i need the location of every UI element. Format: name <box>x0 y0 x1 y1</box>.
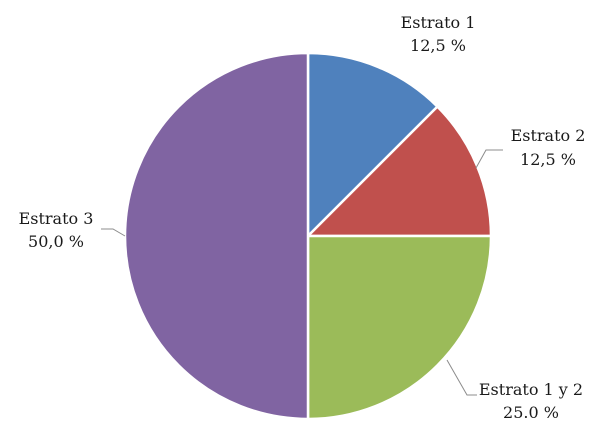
pie-slices <box>123 51 493 421</box>
slice-label-estrato-1-y-2-name: Estrato 1 y 2 <box>479 380 583 399</box>
leader-line-estrato-2 <box>475 149 503 169</box>
slice-label-estrato-1-y-2-value: 25.0 % <box>503 403 559 422</box>
slice-label-estrato-2-value: 12,5 % <box>520 150 576 169</box>
slice-label-estrato-1-value: 12,5 % <box>410 36 466 55</box>
slice-label-estrato-3-value: 50,0 % <box>28 232 84 251</box>
slice-label-estrato-3-name: Estrato 3 <box>19 209 94 228</box>
leader-line-estrato-3 <box>101 228 126 237</box>
pie-slice-estrato-3 <box>123 51 310 421</box>
leader-line-estrato-1-y-2 <box>446 359 477 396</box>
pie-slice-estrato-1-y-2 <box>306 234 493 421</box>
slice-label-estrato-2-name: Estrato 2 <box>511 126 586 145</box>
leader-lines <box>101 149 503 396</box>
slice-label-estrato-1-name: Estrato 1 <box>401 13 476 32</box>
pie-slice-estrato-1 <box>306 51 440 240</box>
